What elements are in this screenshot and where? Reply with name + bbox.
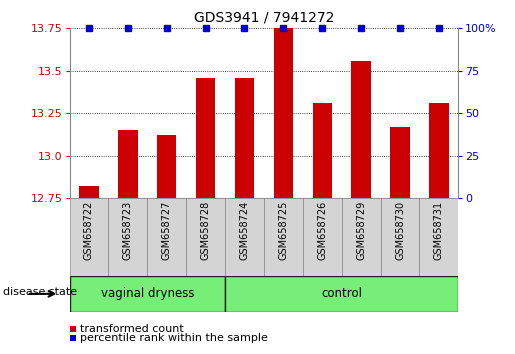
Text: GSM658727: GSM658727 [162,201,171,260]
Bar [381,198,419,276]
Bar [157,135,177,198]
Bar [79,186,99,198]
Text: GSM658726: GSM658726 [317,201,327,260]
Text: vaginal dryness: vaginal dryness [100,287,194,300]
Bar [342,198,381,276]
Bar [147,198,186,276]
Text: GSM658730: GSM658730 [395,201,405,260]
Bar [313,103,332,198]
Bar [186,198,225,276]
Bar [235,78,254,198]
Bar [70,198,109,276]
Bar [351,61,371,198]
Text: percentile rank within the sample: percentile rank within the sample [80,333,268,343]
Bar [70,276,225,312]
Text: GSM658725: GSM658725 [279,201,288,260]
Text: GSM658722: GSM658722 [84,201,94,260]
Bar [303,198,342,276]
Text: transformed count: transformed count [80,324,184,334]
Bar [390,127,410,198]
Bar [420,198,458,276]
Bar [429,103,449,198]
Bar [225,198,264,276]
Bar [264,198,303,276]
Bar [225,276,458,312]
Bar [118,130,138,198]
Text: GSM658724: GSM658724 [239,201,249,260]
Text: control: control [321,287,362,300]
Text: GSM658731: GSM658731 [434,201,444,260]
Bar [273,28,293,198]
Bar [196,78,215,198]
Text: GSM658729: GSM658729 [356,201,366,260]
Text: GSM658728: GSM658728 [201,201,211,260]
Bar [109,198,147,276]
Text: GSM658723: GSM658723 [123,201,133,260]
Title: GDS3941 / 7941272: GDS3941 / 7941272 [194,10,334,24]
Text: disease state: disease state [3,287,77,297]
